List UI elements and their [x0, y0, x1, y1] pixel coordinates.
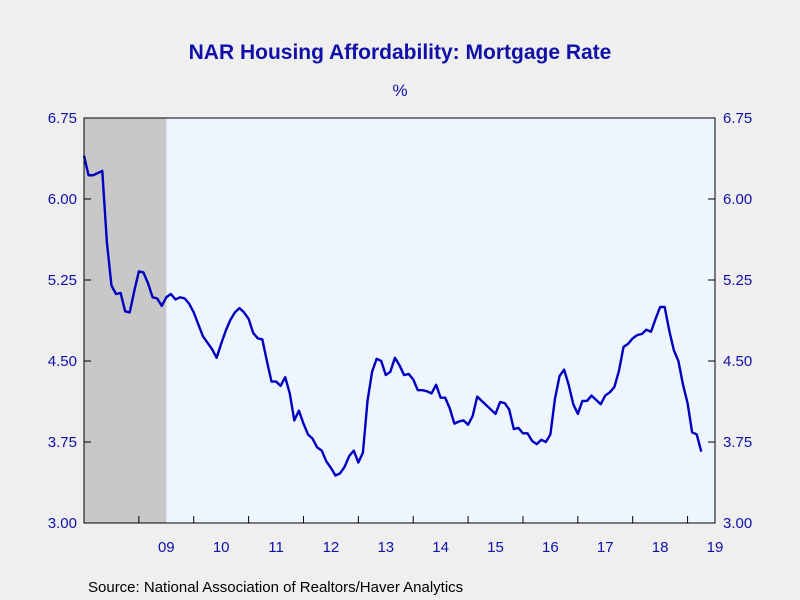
y-tick-label-left: 4.50	[48, 353, 77, 370]
left-axis-labels: 6.75 6.00 5.25 4.50 3.75 3.00	[48, 110, 77, 532]
y-tick-label-right: 3.00	[723, 515, 752, 532]
y-tick-label-right: 3.75	[723, 434, 752, 451]
source-note: Source: National Association of Realtors…	[88, 579, 463, 596]
x-tick-label: 16	[542, 539, 559, 556]
x-tick-label: 11	[268, 539, 284, 556]
x-tick-label: 14	[432, 539, 449, 556]
series-line-mortgage-rate	[82, 155, 703, 477]
y-tick-label-left: 6.00	[48, 191, 77, 208]
y-tick-label-right: 5.25	[723, 272, 752, 289]
y-tick-label-left: 5.25	[48, 272, 77, 289]
chart-title: NAR Housing Affordability: Mortgage Rate	[189, 41, 612, 64]
y-tick-label-right: 4.50	[723, 353, 752, 370]
x-tick-label: 17	[597, 539, 614, 556]
x-tick-label: 15	[487, 539, 504, 556]
x-tick-label: 18	[652, 539, 669, 556]
right-axis-labels: 6.75 6.00 5.25 4.50 3.75 3.00	[723, 110, 752, 532]
y-tick-label-left: 3.00	[48, 515, 77, 532]
x-tick-label: 10	[213, 539, 230, 556]
plot-area	[84, 118, 715, 523]
title-group: NAR Housing Affordability: Mortgage Rate…	[189, 41, 612, 100]
unit-label: %	[392, 81, 407, 100]
x-tick-label: 09	[158, 539, 175, 556]
recession-layer	[84, 118, 167, 523]
y-tick-label-left: 3.75	[48, 434, 77, 451]
recession-band-0	[84, 118, 167, 523]
plot-border	[83, 117, 716, 524]
y-tick-label-right: 6.00	[723, 191, 752, 208]
x-tick-label: 13	[377, 539, 394, 556]
x-tick-label: 19	[707, 539, 724, 556]
x-axis-labels: 09 10 11 12 13 14 15 16 17 18 19	[158, 539, 723, 556]
y-tick-label-left: 6.75	[48, 110, 77, 127]
x-tick-label: 12	[323, 539, 340, 556]
y-tick-label-right: 6.75	[723, 110, 752, 127]
